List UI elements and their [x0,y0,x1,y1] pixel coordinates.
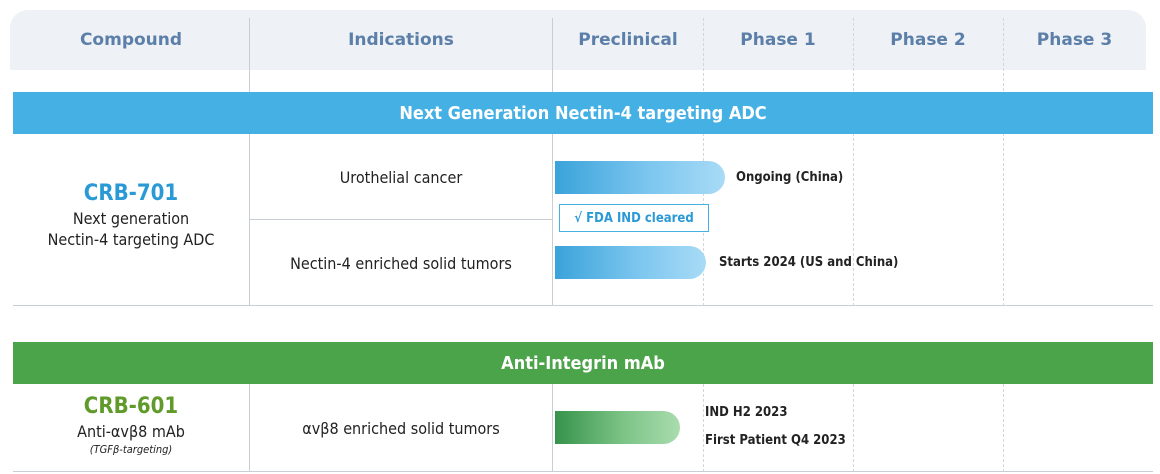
compound-crb-701: CRB-701 Next generation Nectin-4 targeti… [13,180,249,250]
header-preclinical: Preclinical [578,30,678,50]
column-divider [552,384,553,472]
header-phase-3: Phase 3 [1036,30,1113,50]
section-band-nectin4: Next Generation Nectin-4 targeting ADC [13,92,1153,134]
phase-divider [853,18,854,306]
progress-bar-avb8-solid [555,411,680,444]
status-note: Ongoing (China) [736,170,844,185]
status-note: First Patient Q4 2023 [705,433,846,448]
table-header [10,10,1146,70]
column-divider [249,384,250,472]
phase-divider [1003,18,1004,306]
compound-name: CRB-701 [83,181,179,206]
indication-urothelial: Urothelial cancer [339,167,463,187]
header-phase-1: Phase 1 [740,30,816,50]
status-note: IND H2 2023 [705,405,788,420]
compound-description: Next generation [72,209,190,228]
status-note: Starts 2024 (US and China) [719,255,899,270]
compound-subtitle: (TGFβ-targeting) [89,443,173,456]
compound-description: Anti-αvβ8 mAb [77,422,185,441]
section-bottom-border [13,471,1153,472]
header-compound: Compound [79,30,183,50]
indication-nectin4-solid: Nectin-4 enriched solid tumors [290,253,512,273]
section-band-anti-integrin: Anti-Integrin mAb [13,342,1153,384]
indication-avb8-solid: αvβ8 enriched solid tumors [302,418,500,438]
phase-divider [703,384,704,472]
compound-crb-601: CRB-601 Anti-αvβ8 mAb (TGFβ-targeting) [13,393,249,458]
column-divider [552,18,553,306]
section-bottom-border [13,305,1153,306]
progress-bar-nectin4-solid [555,246,706,279]
column-divider [249,18,250,306]
phase-divider [1003,384,1004,472]
fda-ind-badge: √ FDA IND cleared [559,204,709,232]
compound-description: Nectin-4 targeting ADC [47,230,215,249]
row-divider [250,219,552,220]
phase-divider [853,384,854,472]
header-phase-2: Phase 2 [890,30,966,50]
compound-name: CRB-601 [83,394,179,419]
progress-bar-urothelial [555,161,725,194]
header-indications: Indications [348,30,454,50]
